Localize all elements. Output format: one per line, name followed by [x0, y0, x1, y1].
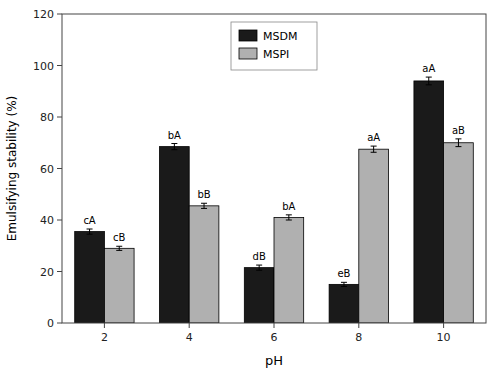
error-cap: [256, 270, 262, 271]
bar: [160, 147, 190, 323]
y-tick: [57, 220, 62, 221]
legend: MSDM MSPI: [231, 22, 317, 70]
legend-swatch: [239, 48, 257, 59]
error-cap: [87, 229, 93, 230]
annotation: bA: [168, 130, 181, 141]
error-stem: [204, 203, 205, 208]
error-cap: [201, 203, 207, 204]
annotations: cA bA dB eB aA cB bB bA aA aB: [83, 63, 465, 279]
annotation: aB: [452, 125, 465, 136]
y-axis-label: Emulsifying stability (%): [5, 96, 19, 242]
error-cap: [286, 214, 292, 215]
x-tick-label: 8: [355, 331, 362, 344]
y-tick: [57, 117, 62, 118]
annotation: eB: [337, 268, 350, 279]
error-cap: [116, 246, 122, 247]
error-stem: [174, 144, 175, 150]
error-cap: [455, 138, 461, 139]
x-tick-label: 10: [437, 331, 451, 344]
y-tick-label: 60: [40, 163, 54, 176]
legend-box: [231, 22, 317, 70]
bar: [359, 149, 389, 323]
error-cap: [171, 149, 177, 150]
bars: [75, 77, 474, 323]
x-tick: [358, 323, 359, 328]
y-tick-label: 120: [33, 8, 54, 21]
error-bar: [116, 246, 122, 250]
error-bar: [201, 203, 207, 208]
error-bar: [286, 215, 292, 220]
error-stem: [119, 246, 120, 250]
y-tick: [57, 323, 62, 324]
annotation: aA: [367, 132, 380, 143]
error-stem: [288, 215, 289, 220]
error-stem: [259, 265, 260, 270]
annotation: aA: [422, 63, 435, 74]
y-tick-label: 20: [40, 266, 54, 279]
x-axis-label: pH: [265, 353, 283, 368]
error-stem: [458, 139, 459, 147]
legend-swatch: [239, 30, 257, 41]
x-tick: [189, 323, 190, 328]
x-tick-label: 6: [271, 331, 278, 344]
y-tick: [57, 14, 62, 15]
y-tick-label: 80: [40, 111, 54, 124]
error-stem: [89, 229, 90, 234]
error-stem: [373, 146, 374, 152]
y-tick: [57, 65, 62, 66]
y-tick: [57, 168, 62, 169]
error-cap: [426, 77, 432, 78]
legend-label: MSPI: [263, 48, 289, 61]
error-bar: [87, 229, 93, 234]
error-cap: [455, 146, 461, 147]
bar: [75, 232, 105, 323]
error-bar: [256, 265, 262, 270]
x-tick-label: 2: [101, 331, 108, 344]
x-tick: [443, 323, 444, 328]
annotation: bB: [197, 189, 210, 200]
error-bar: [371, 146, 377, 152]
bar: [274, 217, 304, 323]
error-cap: [341, 282, 347, 283]
x-tick: [274, 323, 275, 328]
bar: [444, 143, 474, 323]
chart: 0 20 40 60 80 100 120 cA bA dB eB aA cB bB bA aA aB 2 4 6 8 1…: [0, 0, 500, 375]
bar: [329, 284, 359, 323]
y-tick-label: 40: [40, 214, 54, 227]
plot-frame: [62, 14, 486, 323]
error-cap: [286, 220, 292, 221]
x-tick: [104, 323, 105, 328]
error-stem: [343, 282, 344, 286]
error-cap: [201, 208, 207, 209]
bar: [414, 81, 444, 323]
error-bar: [426, 77, 432, 85]
y-tick-label: 0: [47, 317, 54, 330]
x-tick-label: 4: [186, 331, 193, 344]
error-bar: [171, 144, 177, 150]
error-cap: [116, 250, 122, 251]
y-tick-label: 100: [33, 60, 54, 73]
error-cap: [371, 152, 377, 153]
error-cap: [426, 84, 432, 85]
annotation: bA: [282, 201, 295, 212]
error-cap: [371, 146, 377, 147]
bar: [244, 268, 274, 323]
error-stem: [428, 77, 429, 85]
error-cap: [87, 234, 93, 235]
error-bar: [341, 282, 347, 286]
legend-label: MSDM: [263, 30, 297, 43]
annotation: cA: [83, 215, 95, 226]
annotation: cB: [113, 232, 125, 243]
bar: [104, 248, 134, 323]
bar: [189, 206, 219, 323]
error-bar: [455, 139, 461, 147]
error-cap: [341, 286, 347, 287]
y-tick: [57, 271, 62, 272]
annotation: dB: [253, 251, 266, 262]
error-cap: [171, 143, 177, 144]
error-cap: [256, 265, 262, 266]
